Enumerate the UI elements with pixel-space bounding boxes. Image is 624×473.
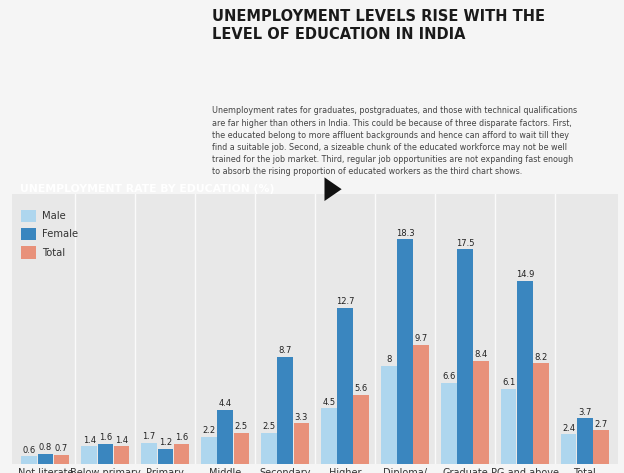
Text: 18.3: 18.3 xyxy=(396,229,414,238)
Text: 6.1: 6.1 xyxy=(502,378,515,387)
Text: 1.7: 1.7 xyxy=(142,432,156,441)
Bar xyxy=(81,447,97,464)
Text: 1.6: 1.6 xyxy=(175,433,188,442)
Text: 2.5: 2.5 xyxy=(235,422,248,431)
Text: 0.6: 0.6 xyxy=(22,446,36,455)
Text: Female: Female xyxy=(42,229,78,239)
Text: 9.7: 9.7 xyxy=(414,334,428,343)
Bar xyxy=(338,308,353,464)
Bar xyxy=(114,447,129,464)
Bar xyxy=(217,410,233,464)
Text: 2.7: 2.7 xyxy=(594,420,608,429)
Bar xyxy=(21,456,37,464)
Text: 17.5: 17.5 xyxy=(456,238,474,247)
Text: 5.6: 5.6 xyxy=(354,385,368,394)
Text: 6.6: 6.6 xyxy=(442,372,456,381)
Bar xyxy=(474,360,489,464)
Bar xyxy=(141,443,157,464)
Text: 2.4: 2.4 xyxy=(562,424,575,433)
Text: 8.4: 8.4 xyxy=(474,350,488,359)
Bar xyxy=(54,455,69,464)
Bar xyxy=(21,228,36,240)
Bar xyxy=(293,423,309,464)
Text: 14.9: 14.9 xyxy=(515,271,534,280)
Bar xyxy=(501,389,517,464)
Text: 8.7: 8.7 xyxy=(278,346,292,355)
Text: 8: 8 xyxy=(386,355,391,364)
Bar xyxy=(21,210,36,222)
Bar xyxy=(233,433,249,464)
Bar xyxy=(561,434,577,464)
Text: 1.2: 1.2 xyxy=(158,438,172,447)
Text: 3.7: 3.7 xyxy=(578,408,592,417)
Bar xyxy=(593,430,609,464)
Text: 3.3: 3.3 xyxy=(295,412,308,421)
Polygon shape xyxy=(324,177,342,201)
Bar xyxy=(534,363,549,464)
Bar xyxy=(21,246,36,259)
Text: 1.4: 1.4 xyxy=(82,436,95,445)
Bar xyxy=(202,437,217,464)
Text: 8.2: 8.2 xyxy=(534,352,548,361)
Text: UNEMPLOYMENT LEVELS RISE WITH THE
LEVEL OF EDUCATION IN INDIA: UNEMPLOYMENT LEVELS RISE WITH THE LEVEL … xyxy=(212,9,545,43)
Text: Male: Male xyxy=(42,210,66,221)
Bar xyxy=(157,449,173,464)
Text: 2.2: 2.2 xyxy=(202,426,216,435)
Bar xyxy=(414,345,429,464)
Text: 4.5: 4.5 xyxy=(323,398,336,407)
Bar xyxy=(277,357,293,464)
Bar xyxy=(577,418,593,464)
Bar xyxy=(37,454,53,464)
Text: 4.4: 4.4 xyxy=(218,399,232,408)
Bar xyxy=(321,408,337,464)
Text: 0.7: 0.7 xyxy=(55,445,68,454)
Bar xyxy=(261,433,277,464)
Text: 1.4: 1.4 xyxy=(115,436,128,445)
Text: 1.6: 1.6 xyxy=(99,433,112,442)
Text: UNEMPLOYMENT RATE BY EDUCATION (%): UNEMPLOYMENT RATE BY EDUCATION (%) xyxy=(20,184,275,194)
Bar xyxy=(353,395,369,464)
Bar xyxy=(173,444,189,464)
Bar xyxy=(397,239,413,464)
Bar xyxy=(441,383,457,464)
Bar xyxy=(97,444,113,464)
Bar xyxy=(381,366,397,464)
Text: Unemployment rates for graduates, postgraduates, and those with technical qualif: Unemployment rates for graduates, postgr… xyxy=(212,106,577,176)
Text: Total: Total xyxy=(42,247,65,258)
Bar xyxy=(517,281,533,464)
Text: 2.5: 2.5 xyxy=(263,422,276,431)
Text: 12.7: 12.7 xyxy=(336,298,354,307)
Bar xyxy=(457,249,473,464)
Text: 0.8: 0.8 xyxy=(39,443,52,452)
